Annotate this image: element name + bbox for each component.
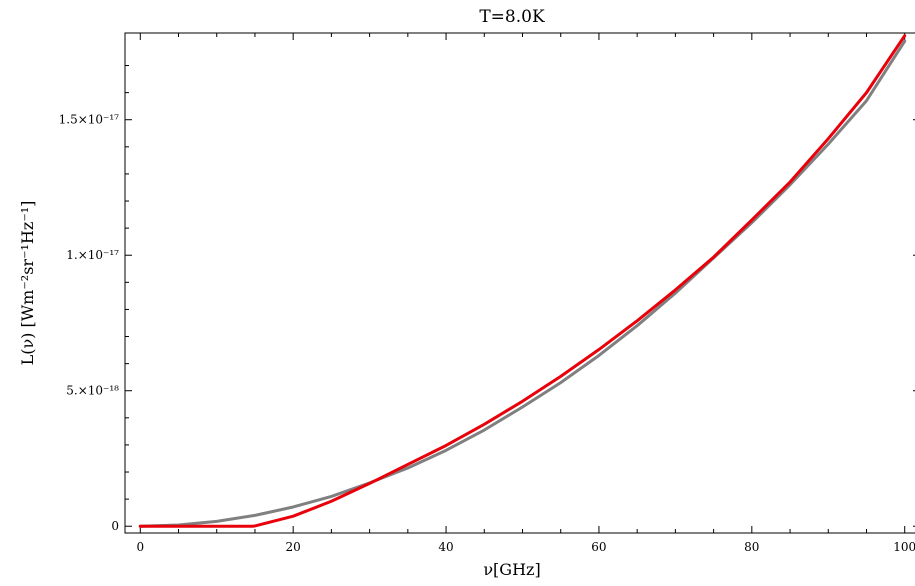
y-axis-title: L(ν) [Wm⁻²sr⁻¹Hz⁻¹] — [18, 201, 37, 366]
x-tick-label: 20 — [286, 540, 301, 554]
x-axis-title: ν[GHz] — [483, 560, 540, 579]
series-layer — [138, 34, 907, 528]
y-tick-label: 1.×10⁻¹⁷ — [66, 248, 119, 262]
series-line-1 — [138, 39, 907, 528]
y-tick-label: 5.×10⁻¹⁸ — [66, 384, 119, 398]
y-axis-ticks: 0 5.×10⁻¹⁸ 1.×10⁻¹⁷ 1.5×10⁻¹⁷ — [59, 65, 915, 533]
x-tick-label: 100 — [893, 540, 915, 554]
plot-frame — [124, 32, 915, 534]
chart-title: T=8.0K — [479, 7, 545, 27]
x-tick-label: 0 — [136, 540, 144, 554]
y-tick-label: 0 — [111, 519, 119, 533]
x-tick-label: 80 — [744, 540, 759, 554]
y-tick-label: 1.5×10⁻¹⁷ — [59, 113, 120, 127]
x-tick-label: 40 — [438, 540, 453, 554]
series-line-2 — [138, 34, 907, 528]
x-axis-ticks: 0 20 40 60 80 100 — [136, 33, 915, 554]
x-tick-label: 60 — [591, 540, 606, 554]
